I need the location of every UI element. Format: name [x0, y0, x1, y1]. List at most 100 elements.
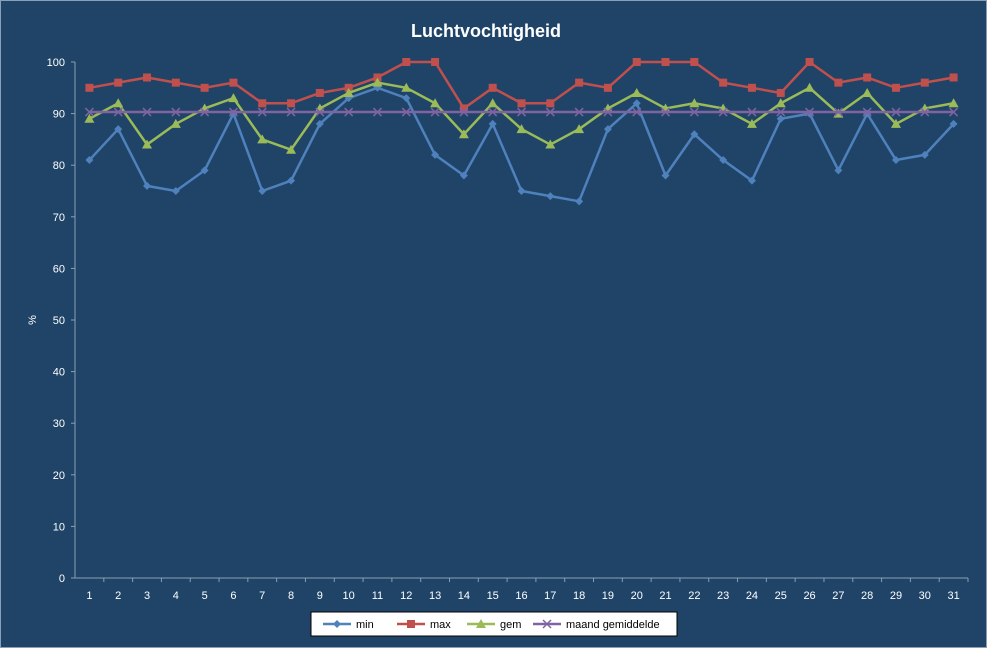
y-tick-label: 30	[53, 418, 65, 430]
data-point	[84, 113, 95, 123]
data-point	[546, 192, 555, 201]
data-point	[517, 187, 526, 195]
x-tick-label: 31	[947, 590, 959, 602]
data-point	[488, 119, 497, 128]
data-point	[920, 78, 929, 87]
legend-marker	[333, 620, 341, 628]
data-point	[890, 118, 901, 128]
data-point	[200, 166, 209, 175]
series-layer	[84, 58, 959, 206]
data-point	[200, 107, 210, 117]
data-point	[373, 73, 382, 82]
data-point	[258, 99, 267, 108]
data-point	[891, 156, 900, 165]
legend-entry: maand gemiddelde	[533, 619, 660, 631]
data-point	[113, 98, 124, 108]
data-point	[632, 99, 641, 108]
data-point	[574, 107, 584, 117]
data-point	[603, 107, 613, 117]
x-tick-label: 22	[688, 590, 700, 602]
data-point	[834, 166, 843, 175]
data-point	[776, 114, 785, 123]
data-point	[229, 78, 238, 87]
data-point	[372, 77, 383, 87]
x-tick-label: 20	[631, 590, 643, 602]
data-point	[344, 107, 354, 117]
data-point	[114, 125, 123, 134]
y-tick-label: 100	[47, 57, 65, 69]
data-point	[170, 118, 181, 128]
data-point	[257, 107, 267, 117]
data-point	[949, 73, 958, 82]
data-point	[747, 176, 756, 185]
data-point	[315, 119, 324, 128]
y-tick-label: 0	[59, 573, 65, 585]
series-gem	[84, 77, 959, 154]
x-tick-label: 2	[115, 590, 121, 602]
data-point	[631, 87, 642, 97]
data-point	[286, 107, 296, 117]
data-point	[430, 98, 441, 108]
data-point	[459, 104, 468, 113]
data-point	[402, 58, 411, 66]
data-point	[746, 118, 757, 128]
data-point	[372, 107, 382, 117]
data-point	[459, 171, 468, 180]
x-tick-label: 3	[144, 590, 150, 602]
data-point	[200, 83, 209, 92]
data-point	[401, 82, 412, 92]
data-point	[690, 130, 699, 139]
x-tick-label: 21	[659, 590, 671, 602]
data-point	[545, 107, 555, 117]
x-tick-label: 15	[487, 590, 499, 602]
data-point	[661, 107, 671, 117]
x-tick-label: 5	[202, 590, 208, 602]
data-point	[776, 107, 786, 117]
data-point	[747, 83, 756, 92]
x-tick-label: 1	[86, 590, 92, 602]
data-point	[776, 88, 785, 97]
x-tick-label: 18	[573, 590, 585, 602]
data-point	[689, 107, 699, 117]
data-point	[343, 87, 354, 97]
data-point	[516, 124, 527, 134]
legend-label: maand gemiddelde	[566, 619, 660, 631]
data-point	[863, 73, 872, 82]
data-point	[546, 99, 555, 108]
data-point	[344, 83, 353, 92]
data-point	[574, 124, 585, 134]
data-point	[516, 107, 527, 117]
y-tick-labels: 0 10 20 30 40 50 60 70 80 90 100	[47, 57, 65, 585]
axes	[71, 61, 969, 582]
data-point	[575, 197, 584, 206]
data-point	[85, 156, 94, 165]
data-point	[287, 99, 296, 108]
legend-marker	[476, 619, 486, 628]
legend-label: min	[356, 619, 374, 631]
data-point	[430, 107, 440, 117]
data-point	[690, 58, 699, 66]
data-point	[920, 150, 929, 159]
data-point	[632, 58, 641, 66]
legend-marker	[407, 620, 415, 628]
data-point	[719, 156, 728, 165]
data-point	[603, 83, 612, 92]
data-point	[920, 107, 930, 117]
data-point	[948, 98, 959, 108]
x-tick-label: 25	[775, 590, 787, 602]
x-tick-label: 13	[429, 590, 441, 602]
x-tick-label: 6	[230, 590, 236, 602]
y-tick-label: 10	[53, 521, 65, 533]
series-max	[85, 58, 958, 113]
x-tick-label: 23	[717, 590, 729, 602]
x-tick-label: 16	[515, 590, 527, 602]
legend-box	[310, 611, 678, 637]
data-point	[517, 99, 526, 108]
data-point	[171, 78, 180, 87]
x-tick-label: 4	[173, 590, 179, 602]
series-maand-gemiddelde	[84, 107, 959, 117]
x-tick-label: 11	[372, 590, 383, 602]
data-point	[315, 88, 324, 97]
data-point	[143, 73, 152, 82]
data-point	[315, 107, 325, 117]
